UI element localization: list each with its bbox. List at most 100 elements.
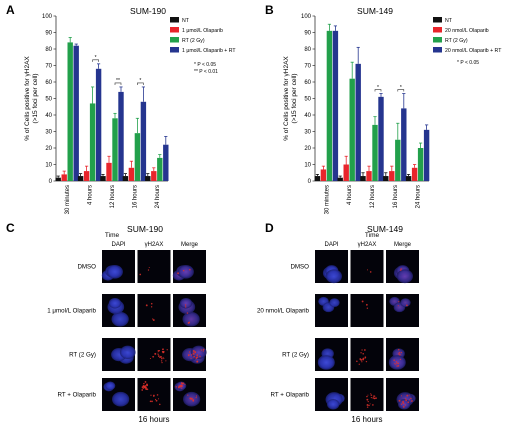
- foci-dot: [161, 362, 163, 364]
- foci-dot: [159, 403, 161, 406]
- foci-dot: [148, 266, 150, 268]
- bar: [67, 42, 73, 182]
- micrograph-tile: [173, 338, 207, 371]
- significance-bracket: [114, 82, 122, 85]
- foci-dot: [398, 349, 400, 351]
- foci-dot: [200, 349, 203, 351]
- axes: 0 10 20 30 40 50 60 70 80 90 100 % of Cells positiv…: [24, 14, 168, 239]
- foci-dot: [405, 399, 408, 402]
- foci-dot: [396, 362, 398, 364]
- foci-dot: [408, 394, 410, 396]
- foci-dot: [150, 394, 152, 396]
- bar: [372, 124, 378, 181]
- micrograph-tile: [173, 378, 206, 411]
- foci-dot: [141, 389, 144, 391]
- micrograph-tile: [173, 294, 206, 327]
- legend-swatch: [433, 27, 442, 33]
- micrograph-tile: [315, 250, 348, 284]
- foci-dot: [397, 362, 400, 365]
- bar: [411, 167, 418, 181]
- significance-label: *: [400, 85, 402, 91]
- micrograph-tile: [102, 338, 136, 371]
- foci-dot: [393, 359, 395, 362]
- nucleus: [327, 399, 340, 410]
- x-tick-label: 16 hours: [132, 185, 138, 208]
- y-tick-label: 40: [304, 113, 311, 119]
- foci-dot: [366, 406, 369, 408]
- x-tick-label: 12 hours: [110, 185, 116, 208]
- bar: [55, 177, 61, 181]
- foci-dot: [363, 349, 366, 351]
- foci-dot: [150, 306, 153, 308]
- foci-dot: [364, 357, 366, 359]
- x-tick-label: 4 hours: [88, 185, 94, 205]
- bar: [320, 169, 327, 181]
- foci-dot: [192, 352, 195, 355]
- significance-label: *: [139, 78, 141, 84]
- grid-row-label: 1 μmol/L Olaparib: [47, 308, 96, 315]
- bar: [405, 176, 412, 181]
- micrograph-tile: [350, 294, 384, 327]
- legend: NT 20 nmol/L Olaparib RT (2 Gy) 20 nmol/L O…: [433, 17, 502, 66]
- bar: [151, 171, 157, 181]
- foci-dot: [361, 349, 363, 351]
- foci-dot: [179, 385, 181, 387]
- foci-dot: [369, 403, 371, 405]
- bar: [378, 96, 384, 181]
- legend-label: 1 μmol/L Olaparib: [182, 28, 223, 34]
- bar: [355, 63, 361, 181]
- foci-dot: [367, 401, 369, 403]
- nucleus: [177, 264, 194, 279]
- foci-dot: [196, 354, 199, 357]
- foci-dot: [398, 399, 401, 402]
- x-axis-label: Time: [365, 232, 380, 239]
- legend-swatch: [170, 37, 179, 43]
- foci-dot: [406, 394, 409, 397]
- bar-chart-a: 0 10 20 30 40 50 60 70 80 90 100 % of Cells positiv…: [24, 14, 236, 239]
- foci-dot: [157, 354, 159, 356]
- foci-dot: [186, 312, 189, 314]
- legend-label: RT (2 Gy): [182, 38, 205, 44]
- foci-dot: [162, 356, 164, 358]
- foci-dot: [361, 361, 363, 363]
- micrograph-tile: [386, 250, 419, 284]
- foci-dot: [196, 356, 199, 359]
- foci-dot: [370, 397, 372, 399]
- grid-column-label: γH2AX: [145, 242, 164, 248]
- grid-column-label: Merge: [181, 242, 199, 248]
- image-grid-d: DAPI γH2AX Merge DMSO 20 nmol/L Olaparib RT (…: [257, 242, 419, 424]
- bar: [73, 45, 79, 182]
- x-axis-label: Time: [105, 232, 120, 239]
- foci-dot: [158, 355, 160, 357]
- foci-dot: [158, 398, 160, 400]
- y-tick-label: 70: [304, 64, 311, 70]
- foci-dot: [156, 394, 159, 396]
- foci-dot: [394, 363, 396, 365]
- bar: [140, 101, 147, 181]
- grid-column-label: γH2AX: [358, 242, 377, 248]
- legend-label: 20 nmol/L Olaparib: [445, 28, 489, 34]
- grid-footer: 16 hours: [351, 415, 382, 424]
- bar: [417, 148, 424, 181]
- foci-dot: [395, 360, 397, 363]
- panel-b: B SUM-149 0 10 20 30 40 50 60 70 80 90 100 % of Cel…: [265, 3, 502, 239]
- foci-dot: [145, 383, 148, 386]
- bar: [134, 133, 141, 181]
- foci-dot: [398, 353, 400, 355]
- foci-dot: [397, 365, 400, 367]
- foci-dot: [375, 397, 377, 400]
- foci-dot: [143, 382, 145, 385]
- micrograph-tile: [137, 250, 171, 283]
- foci-dot: [395, 363, 397, 365]
- grid-row-label: RT + Olaparib: [58, 392, 97, 399]
- significance-bracket: [92, 59, 99, 62]
- grid-title-d: SUM-149: [367, 224, 403, 234]
- nucleus: [325, 269, 342, 284]
- foci-dot: [146, 388, 149, 391]
- y-tick-label: 100: [42, 14, 53, 20]
- foci-dot: [366, 269, 369, 271]
- foci-dot: [195, 395, 198, 397]
- grid-row-label: RT (2 Gy): [69, 352, 96, 359]
- foci-dot: [145, 304, 148, 307]
- foci-dot: [139, 273, 142, 276]
